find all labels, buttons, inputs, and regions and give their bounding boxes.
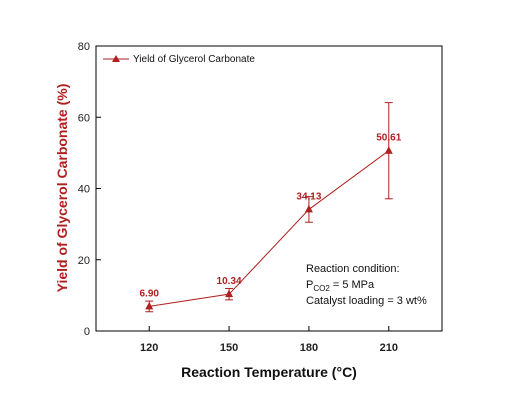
data-point-marker bbox=[145, 301, 154, 310]
note-pressure-value: = 5 MPa bbox=[330, 279, 375, 291]
x-tick-label: 120 bbox=[140, 342, 158, 354]
data-labels: 6.90 10.34 34.13 50.61 bbox=[139, 133, 401, 300]
x-tick-label: 180 bbox=[300, 342, 318, 354]
data-label: 34.13 bbox=[296, 191, 321, 202]
series-yield-glycerol-carbonate bbox=[145, 102, 393, 313]
note-pressure-symbol: P bbox=[306, 279, 313, 291]
y-tick-label: 20 bbox=[78, 255, 90, 267]
data-label: 10.34 bbox=[217, 276, 242, 287]
data-point-marker bbox=[304, 204, 313, 213]
x-axis-ticks: 120 150 180 210 bbox=[140, 326, 398, 354]
data-point-marker bbox=[225, 289, 234, 298]
data-label: 50.61 bbox=[376, 133, 401, 144]
y-axis-ticks: 0 20 40 60 80 bbox=[78, 41, 101, 338]
series-line bbox=[149, 150, 390, 307]
y-tick-label: 0 bbox=[84, 326, 90, 338]
x-tick-label: 210 bbox=[380, 342, 398, 354]
note-line-2: PCO2 = 5 MPa bbox=[306, 279, 375, 293]
note-line-3: Catalyst loading = 3 wt% bbox=[306, 295, 427, 307]
note-pressure-subscript: CO2 bbox=[313, 284, 330, 293]
y-tick-label: 60 bbox=[78, 112, 90, 124]
y-axis-title: Yield of Glycerol Carbonate (%) bbox=[54, 84, 70, 293]
reaction-condition-note: Reaction condition: PCO2 = 5 MPa Catalys… bbox=[306, 263, 427, 307]
legend-marker-triangle bbox=[112, 55, 120, 62]
data-label: 6.90 bbox=[139, 288, 159, 299]
data-point-marker bbox=[384, 146, 393, 154]
x-axis-title: Reaction Temperature (°C) bbox=[181, 364, 357, 380]
legend-label: Yield of Glycerol Carbonate bbox=[133, 54, 255, 65]
note-line-1: Reaction condition: bbox=[306, 263, 400, 275]
y-tick-label: 80 bbox=[78, 41, 90, 53]
legend: Yield of Glycerol Carbonate bbox=[103, 54, 255, 65]
x-tick-label: 150 bbox=[220, 342, 238, 354]
y-tick-label: 40 bbox=[78, 184, 90, 196]
